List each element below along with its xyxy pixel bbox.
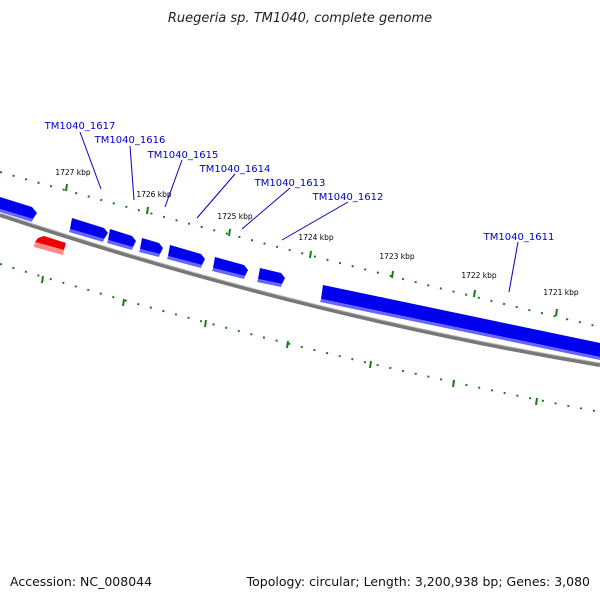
map-title: Ruegeria sp. TM1040, complete genome <box>168 11 432 26</box>
inner-major-ticks <box>41 275 538 406</box>
gene-arrow-left-edge[interactable] <box>0 197 37 219</box>
scale-label-1723: 1723 kbp <box>379 252 415 261</box>
gene-labels: TM1040_1617 TM1040_1616 TM1040_1615 TM10… <box>44 121 555 243</box>
genome-backbone <box>0 213 600 367</box>
gene-arrow-reverse-red[interactable] <box>35 236 66 250</box>
gene-arrow-1615[interactable] <box>140 238 163 254</box>
gene-arrow-1612[interactable] <box>258 268 285 284</box>
gene-label-1616[interactable]: TM1040_1616 <box>94 135 166 146</box>
scale-label-1725: 1725 kbp <box>217 212 253 221</box>
gene-label-1615[interactable]: TM1040_1615 <box>147 150 219 161</box>
outer-tick-ring <box>0 171 600 328</box>
gene-label-1612[interactable]: TM1040_1612 <box>312 192 384 203</box>
gene-arrow-1616[interactable] <box>108 229 136 247</box>
accession-text: Accession: NC_008044 <box>10 574 152 589</box>
scale-label-1726: 1726 kbp <box>136 190 172 199</box>
gene-label-1617[interactable]: TM1040_1617 <box>44 121 116 132</box>
gene-label-1613[interactable]: TM1040_1613 <box>254 178 326 189</box>
genome-summary-text: Topology: circular; Length: 3,200,938 bp… <box>246 574 590 589</box>
gene-label-1611[interactable]: TM1040_1611 <box>483 232 555 243</box>
gene-label-1614[interactable]: TM1040_1614 <box>199 164 271 175</box>
gene-arrow-1617[interactable] <box>70 218 108 239</box>
gene-arrow-1614[interactable] <box>168 245 205 265</box>
reverse-genes <box>34 236 66 255</box>
genome-backbone-highlight <box>0 212 600 364</box>
scale-label-1727: 1727 kbp <box>55 168 91 177</box>
outer-major-ticks <box>65 183 558 317</box>
forward-genes <box>0 197 600 360</box>
scale-label-1724: 1724 kbp <box>298 233 334 242</box>
scale-label-1721: 1721 kbp <box>543 288 579 297</box>
gene-arrow-1613[interactable] <box>213 257 248 276</box>
gene-arrow-1611[interactable] <box>321 285 600 357</box>
scale-label-1722: 1722 kbp <box>461 271 497 280</box>
gene-label-leaders <box>79 131 519 293</box>
